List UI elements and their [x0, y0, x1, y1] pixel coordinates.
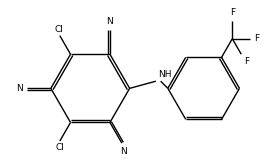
Text: F: F: [254, 34, 259, 43]
Text: N: N: [120, 147, 126, 156]
Text: N: N: [16, 84, 22, 93]
Text: NH: NH: [158, 70, 172, 79]
Text: F: F: [230, 8, 235, 17]
Text: Cl: Cl: [55, 144, 64, 152]
Text: N: N: [107, 17, 113, 26]
Text: Cl: Cl: [54, 25, 63, 34]
Text: F: F: [244, 57, 249, 66]
